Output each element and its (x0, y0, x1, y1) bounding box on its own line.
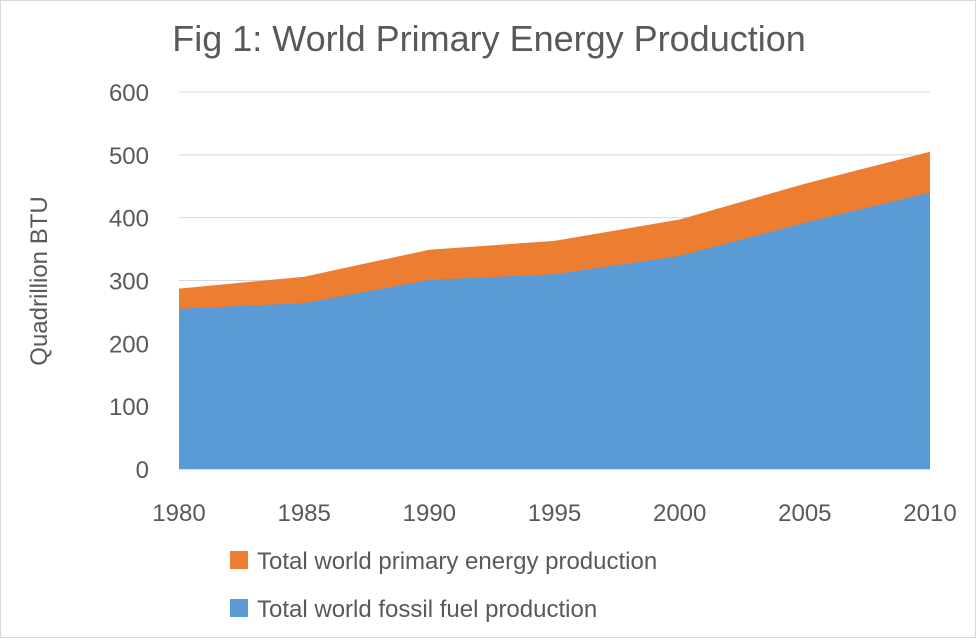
legend-swatch (230, 599, 248, 617)
chart-title: Fig 1: World Primary Energy Production (172, 18, 806, 59)
y-axis-label: Quadrillion BTU (26, 196, 53, 365)
x-tick-label: 2010 (903, 500, 956, 527)
y-tick-label: 300 (109, 269, 149, 296)
x-tick-label: 1980 (152, 500, 205, 527)
y-tick-label: 100 (109, 394, 149, 421)
x-tick-label: 1995 (528, 500, 581, 527)
legend-label: Total world fossil fuel production (257, 596, 597, 623)
x-tick-label: 2005 (778, 500, 831, 527)
y-tick-label: 200 (109, 331, 149, 358)
y-tick-label: 500 (109, 143, 149, 170)
x-tick-label: 1985 (277, 500, 330, 527)
legend-label: Total world primary energy production (257, 548, 657, 575)
legend-swatch (230, 551, 248, 569)
x-tick-label: 2000 (653, 500, 706, 527)
y-tick-label: 0 (136, 457, 149, 484)
area-series-fossil-fuel (179, 192, 930, 470)
y-tick-label: 600 (109, 80, 149, 107)
x-tick-label: 1990 (403, 500, 456, 527)
y-tick-label: 400 (109, 206, 149, 233)
